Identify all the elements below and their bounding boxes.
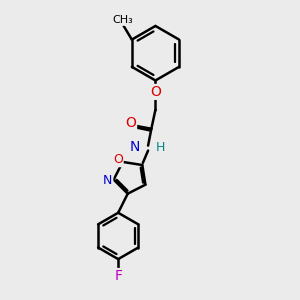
Text: H: H	[156, 140, 165, 154]
Text: N: N	[130, 140, 140, 154]
Text: CH₃: CH₃	[112, 15, 133, 25]
Text: O: O	[113, 153, 123, 166]
Text: O: O	[125, 116, 136, 130]
Text: N: N	[103, 175, 112, 188]
Text: F: F	[114, 269, 122, 283]
Text: O: O	[150, 85, 161, 99]
